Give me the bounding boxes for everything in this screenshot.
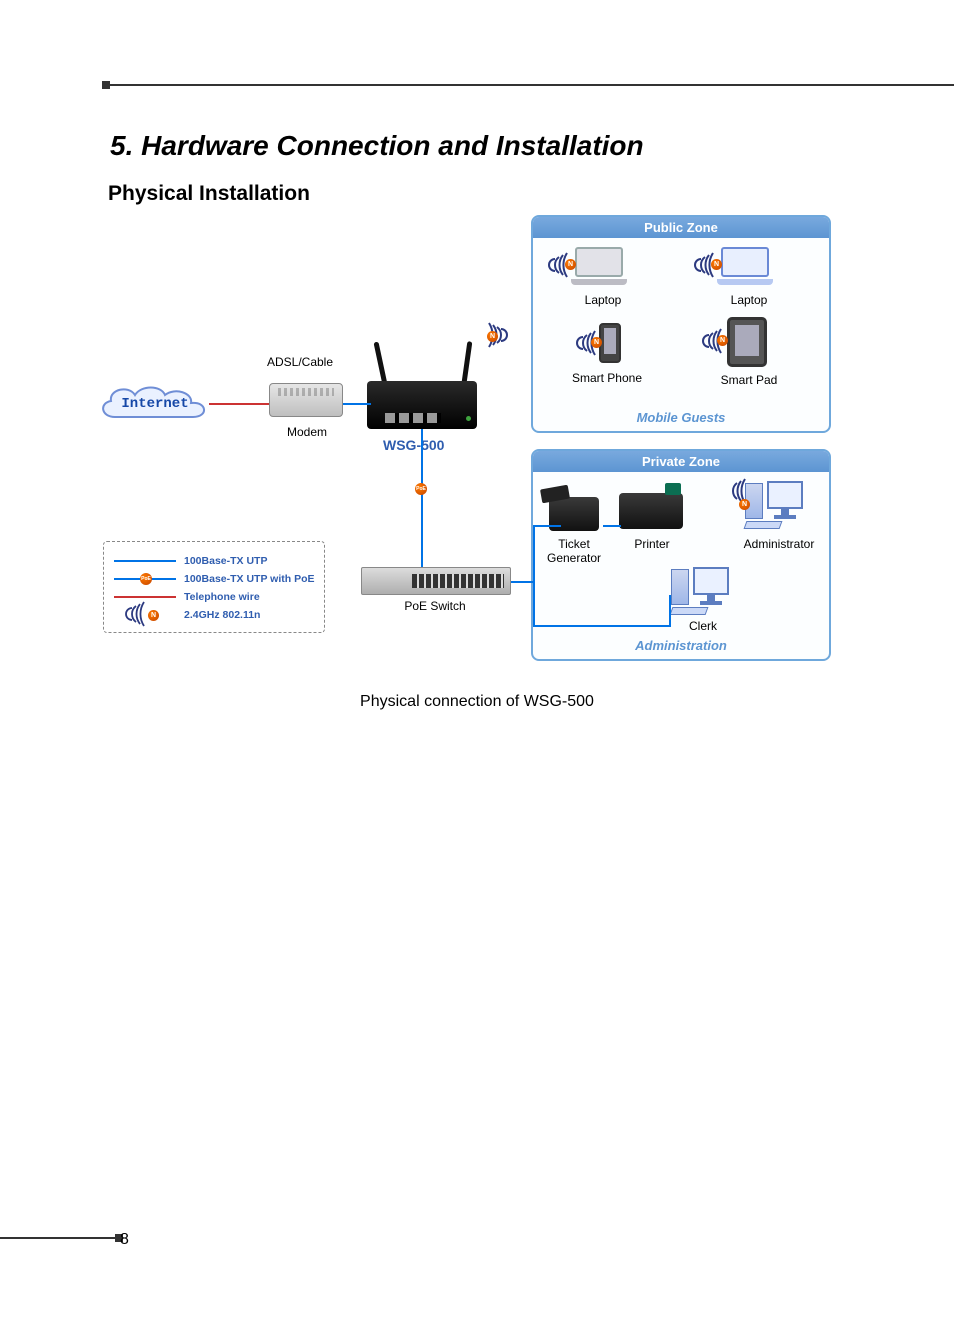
utp-line [421, 429, 423, 567]
public-zone-footer: Mobile Guests [533, 407, 829, 431]
subsection-title: Physical Installation [108, 182, 310, 206]
utp-line [533, 525, 561, 527]
wsg-router-icon [367, 381, 477, 429]
adsl-label: ADSL/Cable [235, 355, 365, 369]
public-zone-header: Public Zone [533, 217, 829, 238]
laptop-label: Laptop [709, 293, 789, 307]
wsg-label: WSG-500 [383, 437, 483, 453]
utp-line [603, 525, 621, 527]
modem-icon [269, 383, 343, 417]
utp-line [533, 625, 669, 627]
section-title: 5. Hardware Connection and Installation [110, 130, 644, 162]
laptop-icon [571, 247, 627, 287]
tablet-icon [727, 317, 767, 367]
utp-line [669, 595, 671, 627]
poe-dot-icon [415, 483, 427, 495]
modem-label: Modem [257, 425, 357, 439]
ticketgen-label: Ticket Generator [529, 537, 619, 565]
admin-pc-icon [745, 481, 803, 529]
smartphone-icon [599, 323, 621, 363]
private-zone-header: Private Zone [533, 451, 829, 472]
admin-label: Administrator [729, 537, 829, 551]
smartphone-label: Smart Phone [557, 371, 657, 385]
internet-label: Internet [95, 396, 215, 412]
private-zone: Private Zone Ticket Generator Printer Ad… [531, 449, 831, 661]
utp-line [533, 525, 535, 627]
legend-box: 100Base-TX UTP 100Base-TX UTP with PoE T… [103, 541, 325, 633]
printer-label: Printer [617, 537, 687, 551]
utp-line [343, 403, 371, 405]
clerk-pc-icon [671, 567, 729, 615]
laptop-label: Laptop [563, 293, 643, 307]
laptop-icon [717, 247, 773, 287]
utp-line [511, 581, 533, 583]
clerk-label: Clerk [663, 619, 743, 633]
public-zone: Public Zone Laptop Laptop [531, 215, 831, 433]
page-number: 8 [120, 1231, 129, 1249]
legend-row: 100Base-TX UTP with PoE [114, 570, 316, 588]
poe-switch-icon [361, 567, 511, 595]
figure-caption: Physical connection of WSG-500 [0, 693, 954, 711]
internet-cloud-icon: Internet [95, 383, 215, 427]
telephone-wire [209, 403, 269, 405]
printer-icon [619, 493, 683, 529]
tablet-label: Smart Pad [699, 373, 799, 387]
legend-row: 100Base-TX UTP [114, 552, 316, 570]
private-zone-footer: Administration [533, 635, 829, 659]
network-diagram: Public Zone Laptop Laptop [105, 215, 835, 665]
header-rule [104, 84, 954, 86]
footer-rule [0, 1237, 120, 1239]
poe-switch-label: PoE Switch [375, 599, 495, 613]
legend-row: 2.4GHz 802.11n [114, 606, 316, 624]
